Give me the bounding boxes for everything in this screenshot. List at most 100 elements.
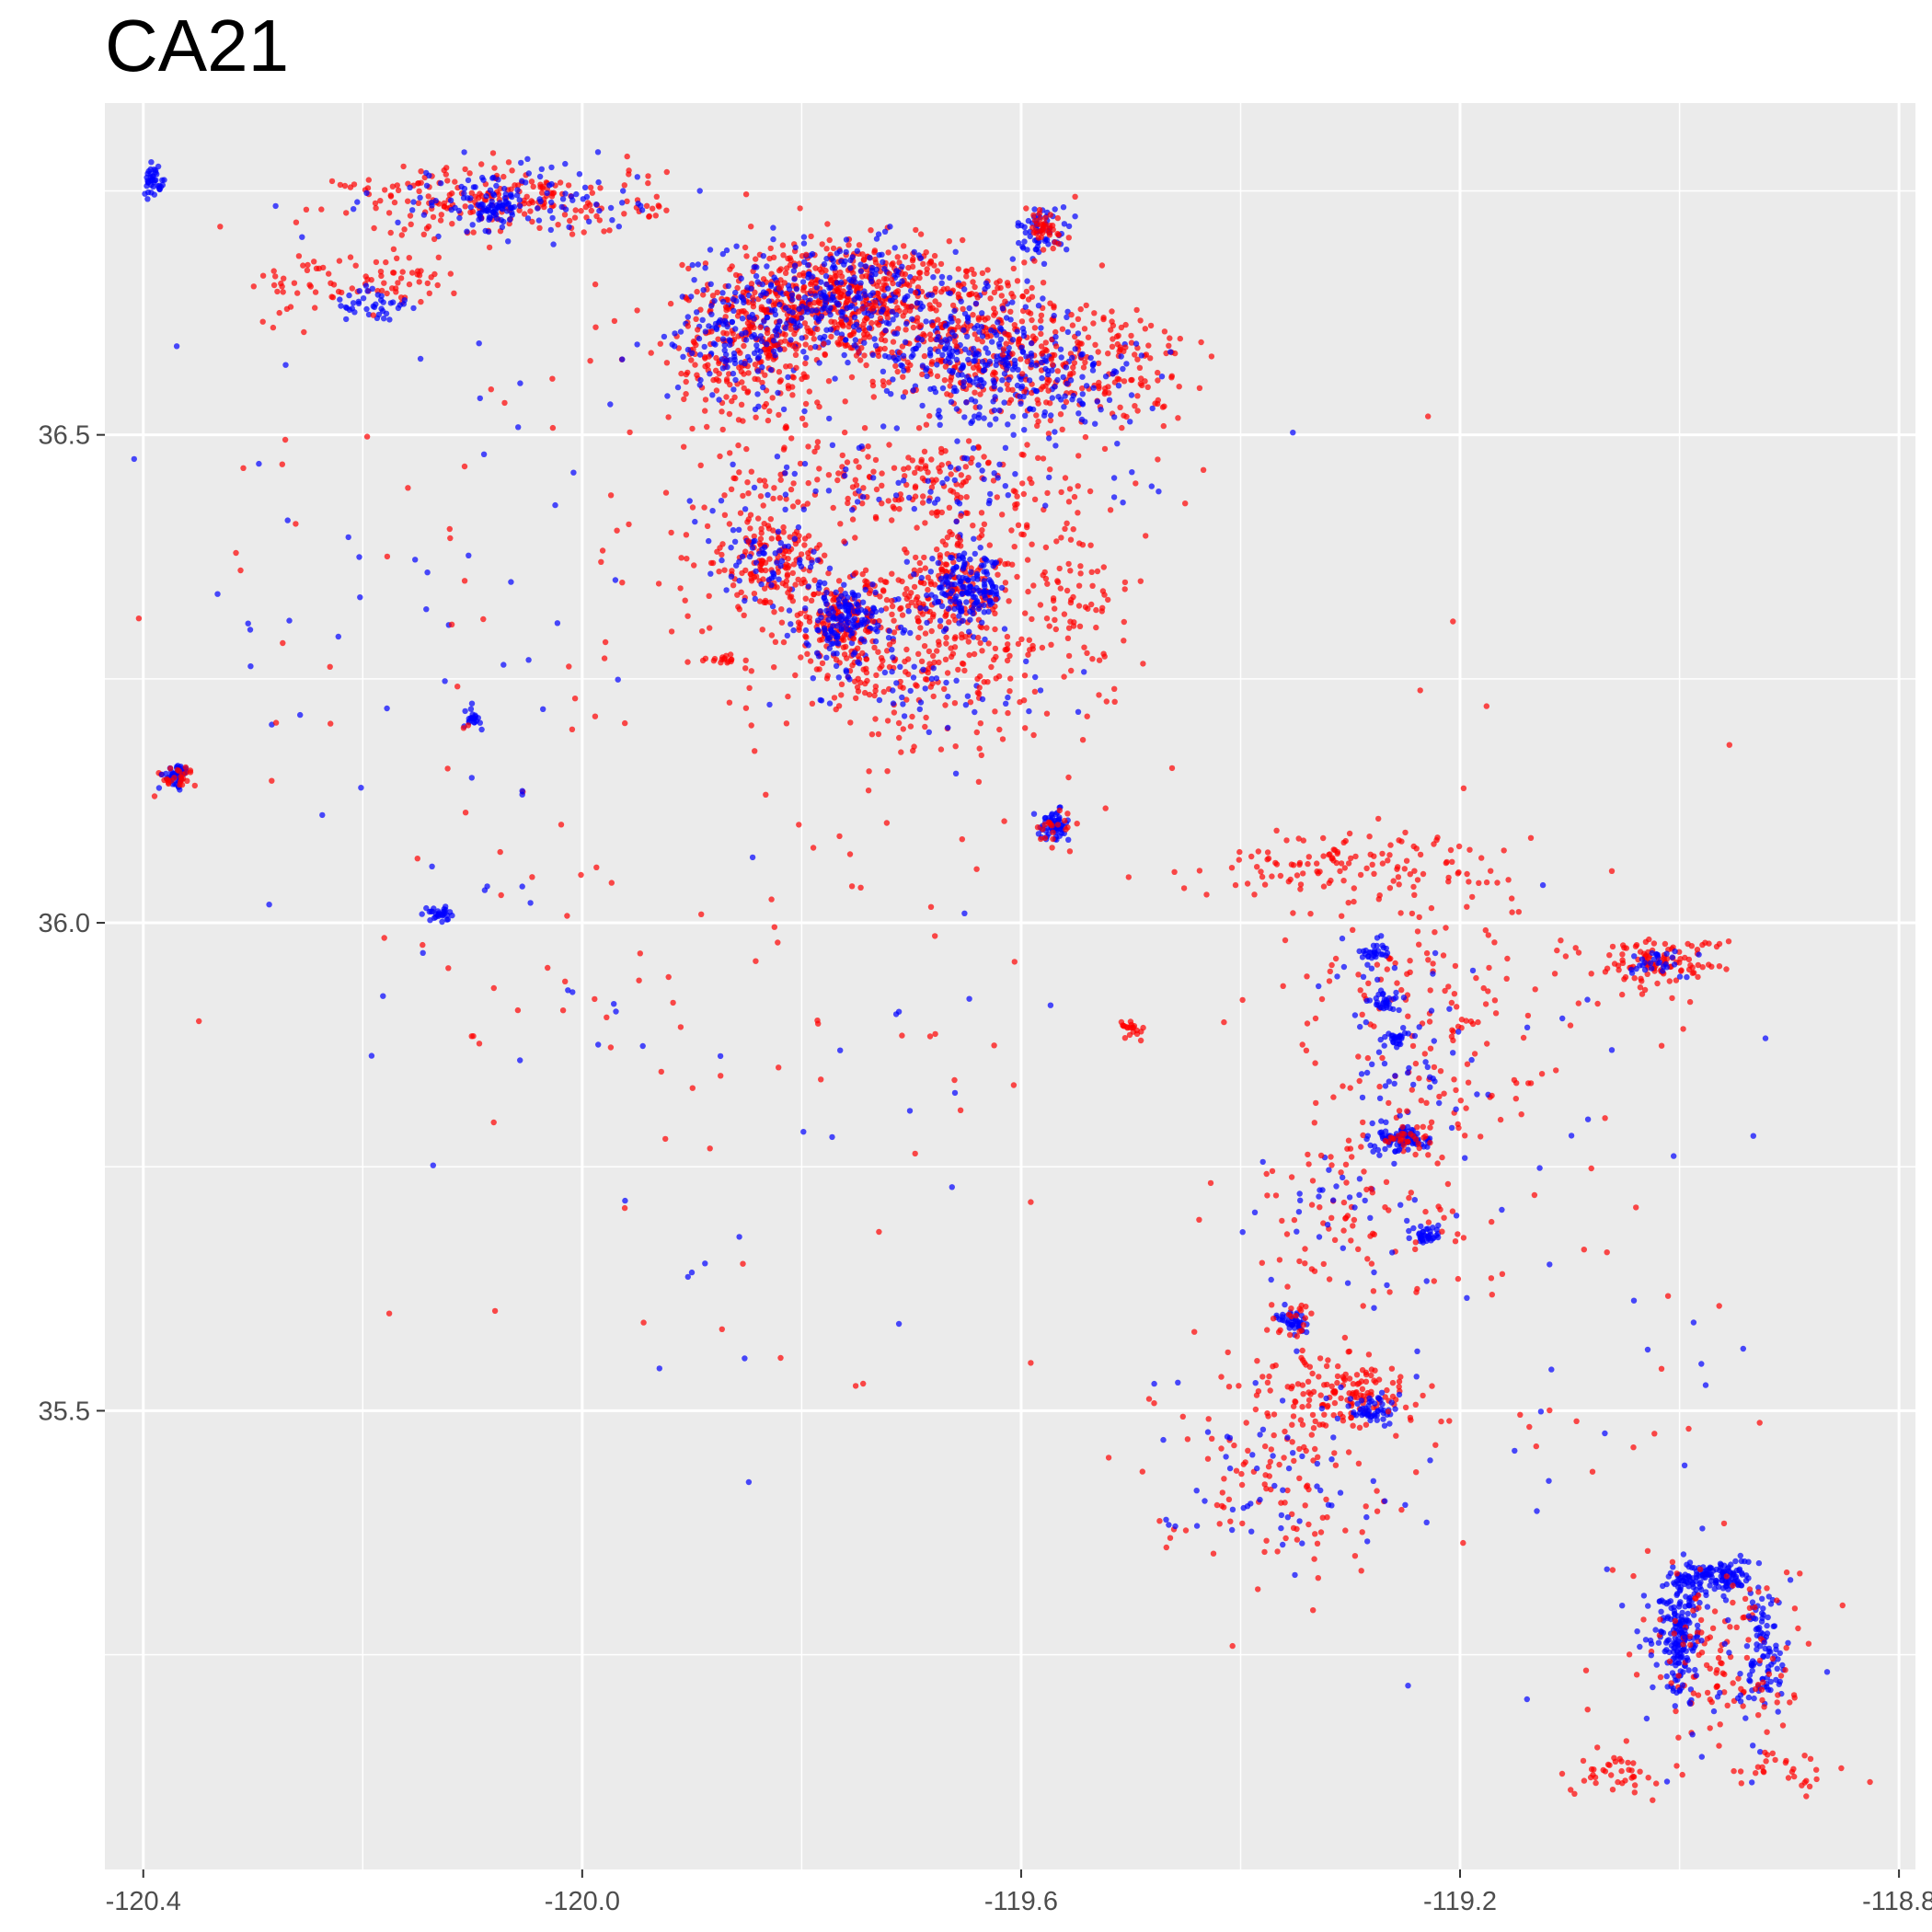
data-point-blue [593,201,600,208]
data-point-red [1051,305,1057,311]
data-point-red [920,260,926,268]
data-point-blue [939,385,947,392]
data-point-red [834,477,841,484]
data-point-red [940,286,947,293]
data-point-blue [822,293,829,300]
data-point-red [802,341,809,348]
data-point-blue [870,605,878,612]
data-point-blue [518,159,524,167]
data-point-red [1277,1327,1283,1334]
data-point-red [902,546,908,553]
data-point-blue [910,387,916,394]
data-point-red [726,699,733,706]
data-point-red [1064,520,1070,526]
data-point-blue [924,365,930,372]
data-point-red [1020,490,1028,498]
data-point-blue [947,290,954,296]
data-point-red [1025,309,1031,316]
data-point-red [500,173,507,180]
data-point-red [795,293,802,300]
data-point-blue [895,281,902,288]
data-point-blue [480,177,487,183]
data-point-red [1494,880,1501,886]
data-point-red [1280,983,1286,990]
data-point-red [596,217,603,224]
data-point-red [384,290,390,297]
data-point-red [847,332,855,339]
data-point-red [1504,955,1511,962]
data-point-blue [857,261,864,268]
data-point-blue [957,605,964,612]
data-point-red [778,606,785,613]
data-point-red [819,241,825,247]
data-point-red [1125,874,1133,880]
data-point-blue [910,351,916,358]
data-point-red [729,397,735,405]
data-point-red [293,219,300,225]
data-point-red [803,634,810,640]
data-point-red [758,525,765,532]
data-point-red [1264,849,1271,856]
data-point-red [890,280,896,287]
data-point-blue [826,284,833,292]
data-point-blue [985,608,992,615]
data-point-blue [803,354,810,362]
data-point-blue [843,466,849,473]
data-point-blue [1002,444,1009,451]
data-point-red [891,465,898,471]
data-point-blue [886,627,892,634]
data-point-red [1147,355,1154,362]
data-point-red [978,510,985,516]
data-point-red [779,242,787,248]
data-point-red [1422,1208,1429,1215]
data-point-blue [795,523,802,531]
data-point-red [886,641,893,648]
data-point-red [971,650,978,658]
data-point-blue [568,193,575,200]
data-point-red [1119,424,1125,431]
data-point-blue [972,398,979,405]
data-point-red [855,645,861,651]
data-point-red [1203,891,1210,898]
data-point-blue [1046,435,1052,442]
data-point-red [924,270,930,277]
data-point-blue [901,713,908,719]
data-point-blue [981,581,988,588]
data-point-red [708,328,715,335]
data-point-red [771,609,777,615]
data-point-blue [774,454,781,460]
data-point-red [1100,564,1108,570]
data-point-blue [1090,385,1097,391]
data-point-blue [981,367,988,374]
data-point-blue [843,248,849,256]
data-point-red [883,579,890,585]
data-point-red [601,228,607,235]
data-point-red [992,370,998,376]
data-point-red [928,456,935,463]
data-point-red [859,305,866,312]
data-point-red [305,261,311,269]
data-point-blue [765,491,771,499]
data-point-red [719,426,726,433]
data-point-blue [771,306,778,314]
data-point-blue [1400,1025,1407,1031]
data-point-red [1427,1045,1434,1052]
data-point-red [845,242,852,248]
data-point-red [949,650,957,657]
data-point-red [998,293,1006,299]
data-point-red [1298,1307,1305,1314]
data-point-blue [775,322,782,329]
data-point-red [377,198,384,204]
data-point-blue [972,353,979,360]
data-point-red [903,327,909,333]
data-point-blue [784,632,790,639]
data-point-blue [742,361,748,367]
data-point-red [1032,335,1039,342]
data-point-red [1409,910,1416,917]
data-point-red [1155,400,1161,408]
data-point-blue [951,307,958,315]
data-point-blue [537,198,544,205]
data-point-red [741,371,747,377]
data-point-blue [869,290,876,296]
data-point-red [999,351,1006,358]
